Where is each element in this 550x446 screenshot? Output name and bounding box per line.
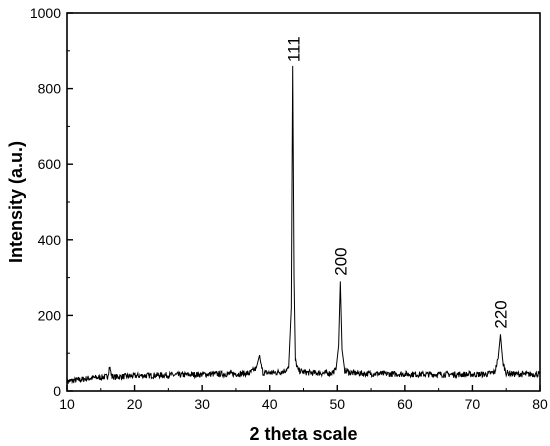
- y-tick-label: 1000: [30, 5, 61, 21]
- y-axis-title: Intensity (a.u.): [6, 141, 26, 263]
- y-tick-label: 800: [38, 81, 62, 97]
- x-tick-label: 70: [465, 396, 481, 412]
- y-tick-label: 0: [53, 383, 61, 399]
- y-tick-label: 400: [38, 232, 62, 248]
- peak-annotations: 111 200 220: [284, 36, 510, 328]
- plot-frame: [66, 12, 541, 392]
- peak-label: 220: [491, 300, 510, 328]
- x-tick-label: 50: [329, 396, 345, 412]
- x-tick-label: 30: [194, 396, 210, 412]
- peak-label: 111: [284, 36, 303, 62]
- y-axis: 0 200 400 600 800 1000: [30, 5, 73, 399]
- x-tick-label: 10: [59, 396, 75, 412]
- x-axis-title: 2 theta scale: [249, 424, 357, 444]
- y-tick-label: 200: [38, 307, 62, 323]
- x-tick-label: 20: [127, 396, 143, 412]
- x-tick-label: 60: [397, 396, 413, 412]
- x-tick-label: 40: [262, 396, 278, 412]
- y-tick-label: 600: [38, 156, 62, 172]
- x-tick-label: 80: [532, 396, 548, 412]
- series-line: [66, 65, 541, 385]
- peak-label: 200: [331, 247, 350, 275]
- x-axis: 10 20 30 40 50 60 70 80: [59, 385, 548, 412]
- plot-area: [66, 65, 541, 385]
